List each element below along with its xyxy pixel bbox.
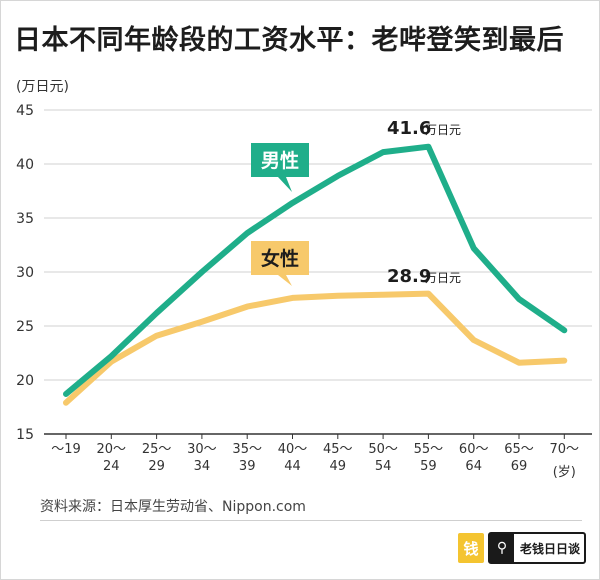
male-series-label: 男性 — [261, 149, 299, 172]
x-tick-label: 49 — [330, 459, 347, 474]
y-axis-unit: (万日元) — [16, 79, 69, 95]
male-series-line — [63, 143, 568, 397]
x-tick-label: 24 — [103, 459, 120, 474]
x-tick-label: 30～ — [187, 442, 217, 457]
x-tick-label: 35～ — [232, 442, 262, 457]
page-title: 日本不同年龄段的工资水平：老哔登笑到最后 — [14, 25, 564, 56]
x-tick-label: 55～ — [414, 442, 444, 457]
y-tick-label: 30 — [16, 265, 34, 281]
male-peak-unit: 万日元 — [425, 123, 461, 137]
y-tick-label: 20 — [16, 373, 34, 389]
female-series-label: 女性 — [261, 247, 299, 270]
x-tick-label: 45～ — [323, 442, 353, 457]
x-tick-label: 34 — [194, 459, 211, 474]
y-tick-label: 25 — [16, 319, 34, 335]
female-peak-value: 28.9 — [387, 266, 431, 287]
y-tick-label: 15 — [16, 427, 34, 443]
female-series-line — [63, 290, 568, 406]
x-tick-label: 29 — [148, 459, 165, 474]
x-tick-label: 44 — [284, 459, 301, 474]
x-tick-label: 59 — [420, 459, 437, 474]
x-tick-label: 39 — [239, 459, 256, 474]
male-peak-value: 41.6 — [387, 118, 431, 139]
brand-name: 老钱日日谈 — [520, 541, 581, 556]
x-tick-label: 40～ — [278, 442, 308, 457]
y-tick-label: 40 — [16, 157, 34, 173]
search-icon: ⚲ — [490, 534, 514, 562]
x-tick-label: 70～ — [550, 442, 580, 457]
brand-logo: 钱 — [458, 533, 484, 563]
x-tick-label: 54 — [375, 459, 392, 474]
y-tick-label: 45 — [16, 103, 34, 119]
x-tick-label: 65～ — [504, 442, 534, 457]
female-peak-unit: 万日元 — [425, 271, 461, 285]
source-note: 资料来源：日本厚生劳动省、Nippon.com — [40, 499, 306, 515]
salary-chart: 15 20 25 30 35 40 45 ～19 20～ 24 25～ 29 30～ 34 35～ 39 40～… — [16, 103, 592, 480]
male-series-box — [251, 143, 309, 192]
x-tick-label: ～19 — [51, 442, 81, 457]
x-tick-label: 50～ — [368, 442, 398, 457]
x-tick-label: 69 — [511, 459, 528, 474]
y-tick-label: 35 — [16, 211, 34, 227]
footer-divider — [40, 520, 582, 521]
brand-search-box: ⚲ 老钱日日谈 — [488, 532, 586, 564]
x-tick-label: 25～ — [142, 442, 172, 457]
x-tick-label: 20～ — [97, 442, 127, 457]
x-tick-label: 60～ — [459, 442, 489, 457]
female-series-box — [251, 241, 309, 286]
x-tick-label: 64 — [465, 459, 482, 474]
brand-badge: 钱 ⚲ 老钱日日谈 — [458, 532, 586, 564]
x-axis-label: (岁) — [553, 465, 576, 480]
